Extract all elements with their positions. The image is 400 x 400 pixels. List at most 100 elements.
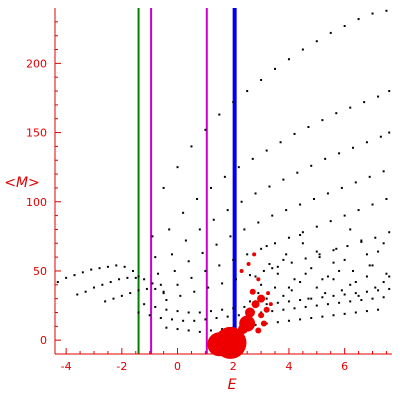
data-point — [321, 119, 324, 122]
x-tick-label: 0 — [174, 360, 181, 373]
data-point — [374, 236, 377, 239]
data-point — [215, 317, 218, 320]
data-point — [340, 186, 343, 189]
data-point — [193, 290, 196, 293]
data-point — [335, 247, 338, 250]
data-point — [170, 318, 173, 321]
data-point — [282, 258, 285, 261]
x-axis-label: E — [228, 377, 237, 393]
data-point — [198, 311, 201, 314]
data-point — [371, 297, 374, 300]
data-point — [226, 315, 229, 318]
data-point — [243, 228, 246, 231]
data-point — [357, 209, 360, 212]
data-point — [329, 31, 332, 34]
data-point — [265, 303, 268, 306]
y-tick-label: 100 — [26, 196, 47, 209]
data-point — [109, 281, 112, 284]
data-point — [354, 181, 357, 184]
data-point — [254, 323, 257, 326]
data-point — [346, 245, 349, 248]
data-point — [137, 311, 140, 314]
data-point — [296, 171, 299, 174]
bubble-point — [244, 307, 255, 318]
data-point — [287, 58, 290, 61]
data-point — [382, 281, 385, 284]
data-point — [168, 228, 171, 231]
data-point — [76, 293, 79, 296]
data-point — [368, 264, 371, 267]
data-point — [162, 186, 165, 189]
bubble-point — [258, 312, 265, 319]
data-point — [293, 132, 296, 135]
data-point — [254, 192, 257, 195]
data-point — [326, 303, 329, 306]
bubble-point — [260, 320, 267, 327]
data-point — [338, 152, 341, 155]
data-point — [246, 253, 249, 256]
bubble-point — [249, 288, 256, 295]
data-point — [182, 211, 185, 214]
data-point — [187, 329, 190, 332]
data-point — [134, 276, 137, 279]
data-point — [212, 218, 215, 221]
data-point — [92, 286, 95, 289]
data-point — [382, 170, 385, 173]
data-point — [304, 305, 307, 308]
data-point — [282, 178, 285, 181]
data-point — [340, 289, 343, 292]
data-point — [98, 267, 101, 270]
data-point — [293, 307, 296, 310]
data-point — [299, 281, 302, 284]
data-point — [315, 304, 318, 307]
data-point — [354, 311, 357, 314]
data-point — [271, 310, 274, 313]
y-tick-label: 200 — [26, 57, 47, 70]
data-point — [115, 264, 118, 267]
data-point — [260, 247, 263, 250]
bubble-point — [266, 291, 271, 296]
data-point — [129, 292, 132, 295]
data-point — [123, 265, 126, 268]
bubble-point — [237, 324, 248, 335]
data-point — [265, 297, 268, 300]
y-tick-label: 50 — [33, 265, 47, 278]
bubble-point — [246, 262, 251, 267]
data-point — [343, 24, 346, 27]
bubble-point — [255, 327, 262, 334]
data-point — [304, 257, 307, 260]
data-point — [120, 294, 123, 297]
axes: -4 -2 0 2 4 6 0 50 100 150 200 — [26, 8, 392, 373]
data-point — [104, 300, 107, 303]
data-point — [315, 225, 318, 228]
data-point — [360, 299, 363, 302]
data-point — [182, 319, 185, 322]
bubble-point — [207, 342, 214, 349]
data-point — [243, 305, 246, 308]
bubble-point — [257, 294, 266, 303]
data-point — [204, 269, 207, 272]
data-point — [318, 253, 321, 256]
data-point — [131, 269, 134, 272]
data-point — [254, 275, 257, 278]
data-point — [282, 308, 285, 311]
data-point — [198, 228, 201, 231]
data-point — [332, 314, 335, 317]
data-point — [240, 200, 243, 203]
data-point — [154, 287, 157, 290]
data-point — [209, 186, 212, 189]
data-point — [307, 126, 310, 129]
data-point — [304, 272, 307, 275]
data-point — [374, 286, 377, 289]
data-point — [176, 166, 179, 169]
data-point — [90, 268, 93, 271]
data-point — [318, 256, 321, 259]
bubble-point — [268, 302, 273, 307]
data-point — [279, 141, 282, 144]
data-point — [382, 242, 385, 245]
data-point — [285, 209, 288, 212]
data-point — [299, 233, 302, 236]
data-point — [276, 301, 279, 304]
data-point — [221, 308, 224, 311]
data-point — [237, 166, 240, 169]
